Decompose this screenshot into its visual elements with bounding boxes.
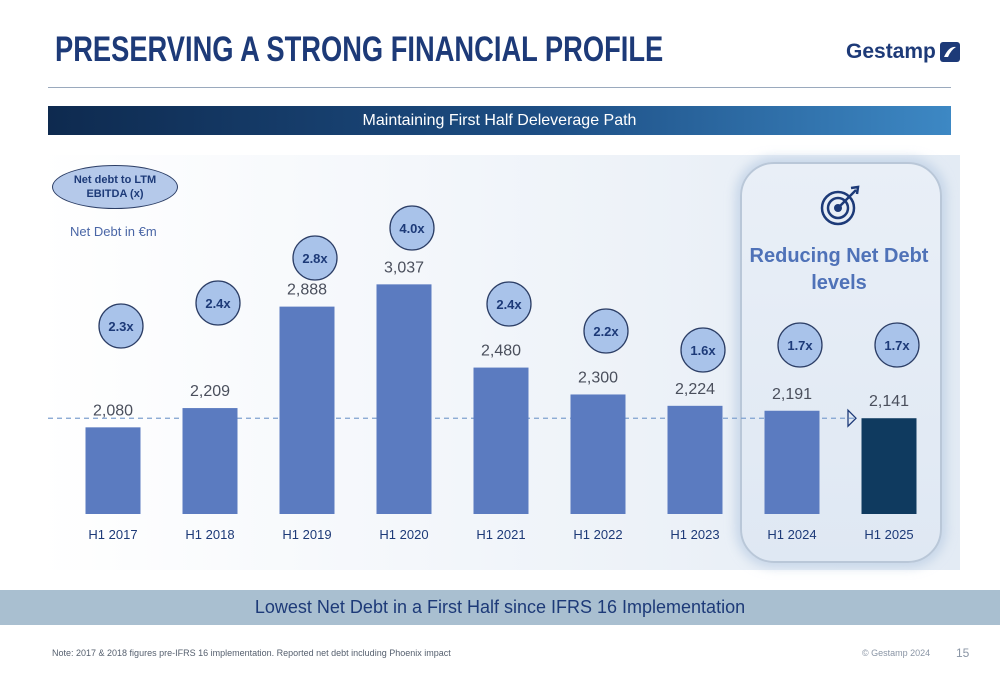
leverage-label: 2.4x (496, 297, 522, 312)
reference-arrow-icon (847, 408, 857, 428)
leverage-label: 1.7x (787, 338, 813, 353)
category-label: H1 2022 (573, 527, 622, 542)
category-label: H1 2025 (864, 527, 913, 542)
leverage-label: 4.0x (399, 221, 425, 236)
bar (182, 408, 238, 514)
bar (764, 410, 820, 514)
category-label: H1 2023 (670, 527, 719, 542)
header-divider (48, 87, 951, 88)
bar (376, 284, 432, 514)
logo-mark-icon (939, 42, 960, 62)
leverage-bubble (486, 281, 532, 327)
value-label: 2,080 (93, 402, 133, 419)
category-label: H1 2017 (88, 527, 137, 542)
footnote: Note: 2017 & 2018 figures pre-IFRS 16 im… (52, 648, 451, 658)
leverage-label: 2.2x (593, 324, 619, 339)
page-title: PRESERVING A STRONG FINANCIAL PROFILE (55, 30, 664, 69)
leverage-bubble (98, 303, 144, 349)
unit-label: Net Debt in €m (70, 224, 157, 239)
bar (667, 405, 723, 514)
value-label: 2,191 (772, 386, 812, 403)
value-label: 3,037 (384, 259, 424, 276)
logo-text: Gestamp (846, 40, 936, 63)
target-icon (820, 185, 860, 226)
leverage-bubble (195, 280, 241, 326)
bar (85, 427, 141, 514)
value-label: 2,224 (675, 381, 715, 398)
value-label: 2,480 (481, 343, 521, 360)
bar (473, 367, 529, 514)
leverage-bubble (777, 322, 823, 368)
category-label: H1 2024 (767, 527, 816, 542)
leverage-label: 2.8x (302, 251, 328, 266)
bar (570, 394, 626, 514)
bar (279, 306, 335, 514)
leverage-bubble (292, 235, 338, 281)
category-label: H1 2021 (476, 527, 525, 542)
copyright: © Gestamp 2024 (862, 648, 931, 658)
leverage-bubble (583, 308, 629, 354)
leverage-label: 1.6x (690, 343, 716, 358)
leverage-bubble (389, 205, 435, 251)
value-label: 2,888 (287, 282, 327, 299)
section-banner: Maintaining First Half Deleverage Path (48, 106, 951, 135)
value-label: 2,141 (869, 393, 909, 410)
leverage-label: 2.3x (108, 319, 134, 334)
leverage-legend-oval: Net debt to LTM EBITDA (x) (52, 165, 178, 209)
leverage-label: 1.7x (884, 338, 910, 353)
category-label: H1 2018 (185, 527, 234, 542)
leverage-bubble (874, 322, 920, 368)
company-logo: Gestamp (846, 40, 960, 64)
value-label: 2,300 (578, 369, 618, 386)
value-label: 2,209 (190, 383, 230, 400)
footer-banner: Lowest Net Debt in a First Half since IF… (0, 590, 1000, 625)
highlight-title: Reducing Net Debt levels (749, 245, 929, 294)
leverage-bubble (680, 327, 726, 373)
category-label: H1 2020 (379, 527, 428, 542)
leverage-label: 2.4x (205, 296, 231, 311)
bar (861, 418, 917, 514)
category-label: H1 2019 (282, 527, 331, 542)
page-number: 15 (956, 646, 970, 660)
